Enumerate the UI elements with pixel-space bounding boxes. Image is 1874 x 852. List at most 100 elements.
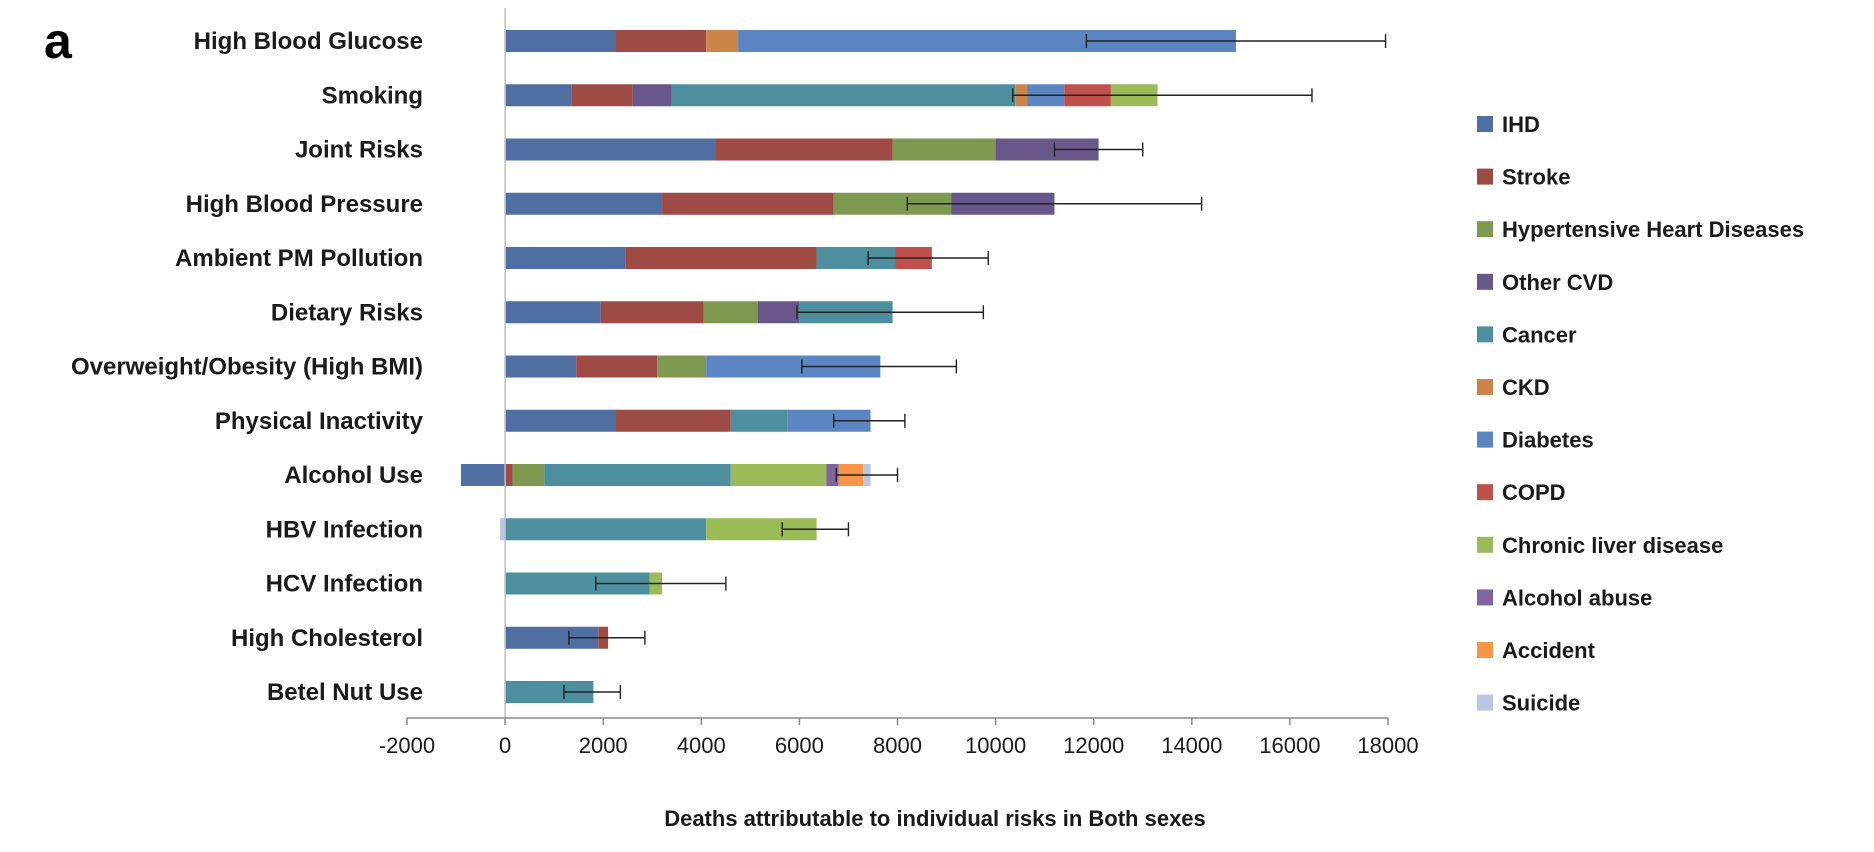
error-bar-dietary-risks — [796, 305, 985, 320]
legend-swatch — [1477, 326, 1493, 343]
category-labels: High Blood Glucose Smoking Joint Risks High… — [71, 28, 424, 706]
legend-item-diabetes: Diabetes — [1477, 428, 1594, 453]
category-label-alcohol-use: Alcohol Use — [284, 462, 423, 489]
legend-item-ihd: IHD — [1477, 112, 1540, 137]
bar-overweight-obesity-high-bmi-diabetes — [706, 355, 881, 378]
bar-joint-risks-hypertensive-heart-diseases — [892, 138, 996, 161]
legend-item-chronic-liver-disease: Chronic liver disease — [1477, 533, 1723, 558]
legend-label: Chronic liver disease — [1502, 533, 1723, 558]
category-label-betel-nut-use: Betel Nut Use — [267, 679, 423, 706]
legend-label: Cancer — [1502, 322, 1577, 347]
error-bar-physical-inactivity — [833, 413, 906, 428]
category-label-smoking: Smoking — [322, 82, 423, 109]
bar-dietary-risks-hypertensive-heart-diseases — [703, 301, 758, 324]
x-tick-label: 16000 — [1259, 733, 1320, 758]
legend-item-suicide: Suicide — [1477, 691, 1580, 716]
bar-alcohol-use-hypertensive-heart-diseases — [512, 464, 545, 486]
legend-item-cancer: Cancer — [1477, 322, 1577, 347]
category-label-dietary-risks: Dietary Risks — [271, 299, 423, 326]
bar-hbv-infection-chronic-liver-disease — [706, 518, 817, 541]
bar-alcohol-use-stroke — [505, 464, 513, 486]
legend-label: Alcohol abuse — [1502, 585, 1652, 610]
x-tick-label: -2000 — [379, 733, 435, 758]
bar-physical-inactivity-ihd — [505, 409, 616, 432]
legend: IHD Stroke Hypertensive Heart Diseases Othe… — [1477, 112, 1804, 716]
error-bar-betel-nut-use — [563, 685, 622, 699]
error-bar-high-blood-pressure — [906, 196, 1203, 211]
bar-alcohol-use-cancer — [544, 464, 731, 486]
panel-label: a — [44, 13, 73, 69]
error-bar-high-blood-glucose — [1085, 34, 1387, 48]
error-bar-hbv-infection — [781, 522, 850, 537]
bars-layer — [460, 30, 1236, 703]
legend-swatch — [1477, 221, 1493, 238]
bar-smoking-stroke — [571, 84, 633, 107]
bar-high-blood-glucose-ihd — [505, 30, 616, 52]
legend-swatch — [1477, 168, 1493, 185]
category-label-ambient-pm-pollution: Ambient PM Pollution — [175, 245, 423, 272]
bar-dietary-risks-ihd — [505, 301, 601, 324]
x-tick-label: 14000 — [1161, 733, 1222, 758]
bar-high-blood-pressure-ihd — [505, 192, 663, 215]
bar-overweight-obesity-high-bmi-ihd — [505, 355, 577, 378]
bar-dietary-risks-stroke — [600, 301, 704, 324]
bar-smoking-other-cvd — [632, 84, 672, 107]
x-tick-label: 18000 — [1357, 733, 1418, 758]
legend-label: COPD — [1502, 480, 1566, 505]
x-tick-label: 4000 — [677, 733, 726, 758]
legend-swatch — [1477, 484, 1493, 501]
legend-swatch — [1477, 694, 1493, 711]
category-label-joint-risks: Joint Risks — [295, 137, 423, 164]
legend-label: Stroke — [1502, 165, 1570, 190]
bar-hcv-infection-cancer — [505, 572, 650, 595]
legend-swatch — [1477, 642, 1493, 658]
legend-label: Suicide — [1502, 691, 1580, 716]
x-tick-label: 8000 — [873, 733, 922, 758]
bar-betel-nut-use-cancer — [505, 681, 594, 703]
legend-swatch — [1477, 379, 1493, 395]
bar-alcohol-use-chronic-liver-disease — [730, 464, 827, 486]
legend-swatch — [1477, 273, 1493, 290]
legend-item-accident: Accident — [1477, 638, 1596, 663]
category-label-high-cholesterol: High Cholesterol — [231, 625, 423, 652]
bar-high-blood-pressure-stroke — [662, 192, 834, 215]
legend-label: IHD — [1502, 112, 1540, 137]
bar-physical-inactivity-cancer — [730, 409, 788, 432]
category-label-high-blood-pressure: High Blood Pressure — [186, 191, 423, 218]
bar-high-cholesterol-ihd — [505, 626, 599, 649]
category-label-overweight-obesity-high-bmi: Overweight/Obesity (High BMI) — [71, 354, 423, 381]
x-tick-label: 2000 — [579, 733, 628, 758]
legend-label: Hypertensive Heart Diseases — [1502, 217, 1804, 242]
legend-item-hypertensive-heart-diseases: Hypertensive Heart Diseases — [1477, 217, 1804, 242]
bar-overweight-obesity-high-bmi-hypertensive-heart-diseases — [657, 355, 707, 378]
bar-high-blood-pressure-hypertensive-heart-diseases — [833, 192, 952, 215]
x-tick-label: 12000 — [1063, 733, 1124, 758]
legend-item-copd: COPD — [1477, 480, 1566, 505]
x-tick-label: 6000 — [775, 733, 824, 758]
bar-hbv-infection-cancer — [505, 518, 707, 541]
error-bar-overweight-obesity-high-bmi — [801, 359, 958, 374]
bar-ambient-pm-pollution-stroke — [625, 247, 817, 269]
bar-hbv-infection-suicide — [500, 518, 506, 541]
category-label-high-blood-glucose: High Blood Glucose — [194, 28, 423, 55]
legend-item-alcohol-abuse: Alcohol abuse — [1477, 585, 1652, 610]
legend-label: Other CVD — [1502, 270, 1613, 295]
bar-dietary-risks-other-cvd — [757, 301, 800, 324]
bar-ambient-pm-pollution-cancer — [816, 247, 896, 269]
error-bars-layer — [563, 34, 1387, 699]
bar-overweight-obesity-high-bmi-stroke — [576, 355, 658, 378]
category-label-physical-inactivity: Physical Inactivity — [215, 408, 424, 435]
bar-ambient-pm-pollution-ihd — [505, 247, 626, 269]
bar-joint-risks-stroke — [716, 138, 893, 161]
bar-physical-inactivity-diabetes — [787, 409, 871, 432]
axis-layer: -2000 0 2000 4000 6000 8000 10000 12000 14000 160… — [379, 8, 1419, 758]
legend-swatch — [1477, 536, 1493, 553]
bar-joint-risks-ihd — [505, 138, 717, 161]
legend-item-other-cvd: Other CVD — [1477, 270, 1613, 295]
bar-alcohol-use-ihd — [460, 464, 506, 486]
x-tick-label: 0 — [499, 733, 511, 758]
legend-label: Accident — [1502, 638, 1596, 663]
error-bar-alcohol-use — [835, 468, 899, 482]
legend-swatch — [1477, 431, 1493, 448]
error-bar-smoking — [1012, 88, 1313, 103]
